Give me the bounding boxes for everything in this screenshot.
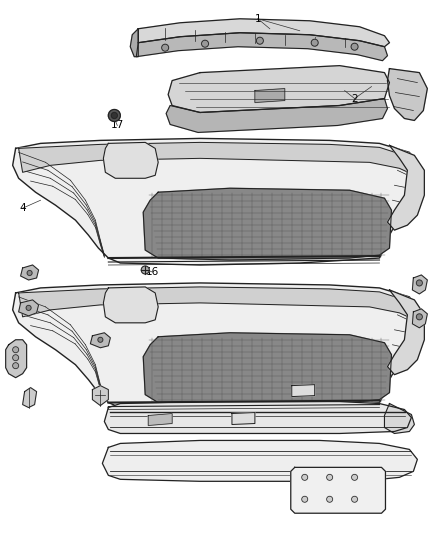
Polygon shape <box>291 467 385 513</box>
Text: 12: 12 <box>145 413 159 423</box>
Polygon shape <box>413 275 427 294</box>
Polygon shape <box>90 333 110 348</box>
Circle shape <box>417 314 422 320</box>
Circle shape <box>13 347 19 353</box>
Polygon shape <box>138 19 389 47</box>
Polygon shape <box>292 385 314 397</box>
Circle shape <box>13 355 19 361</box>
Polygon shape <box>136 33 388 61</box>
Text: 16: 16 <box>145 267 159 277</box>
Circle shape <box>311 39 318 46</box>
Polygon shape <box>143 333 392 405</box>
Circle shape <box>327 474 332 480</box>
Polygon shape <box>166 99 388 132</box>
Circle shape <box>417 280 422 286</box>
Circle shape <box>256 37 263 44</box>
Polygon shape <box>148 414 172 425</box>
Text: 10: 10 <box>24 394 37 405</box>
Circle shape <box>302 474 308 480</box>
Text: 1: 1 <box>254 14 261 24</box>
Polygon shape <box>23 387 37 408</box>
Text: 15: 15 <box>24 267 37 277</box>
Text: 7: 7 <box>189 472 195 482</box>
Polygon shape <box>130 29 138 56</box>
Text: 5: 5 <box>418 313 425 323</box>
Circle shape <box>13 362 19 369</box>
Polygon shape <box>388 146 424 230</box>
Circle shape <box>98 337 103 342</box>
Circle shape <box>352 474 357 480</box>
Text: 11: 11 <box>94 393 107 402</box>
Circle shape <box>201 40 208 47</box>
Polygon shape <box>388 69 427 120</box>
Text: 17: 17 <box>111 120 124 131</box>
Circle shape <box>27 270 32 276</box>
Circle shape <box>351 43 358 50</box>
Polygon shape <box>92 385 108 406</box>
Circle shape <box>162 44 169 51</box>
Polygon shape <box>21 265 39 280</box>
Polygon shape <box>103 287 158 323</box>
Polygon shape <box>6 340 27 378</box>
Circle shape <box>327 496 332 502</box>
Polygon shape <box>385 403 414 433</box>
Text: 3: 3 <box>418 277 425 287</box>
Polygon shape <box>19 300 39 316</box>
Polygon shape <box>168 66 389 112</box>
Text: 14: 14 <box>24 303 37 313</box>
Text: 13: 13 <box>94 335 107 345</box>
Polygon shape <box>102 440 417 481</box>
Text: 6: 6 <box>301 383 308 393</box>
Polygon shape <box>19 287 419 320</box>
Polygon shape <box>413 309 427 328</box>
Text: 9: 9 <box>244 413 251 423</box>
Circle shape <box>302 496 308 502</box>
Polygon shape <box>388 290 424 375</box>
Circle shape <box>141 266 149 274</box>
Polygon shape <box>13 139 424 265</box>
Polygon shape <box>104 401 411 433</box>
Polygon shape <box>103 142 158 178</box>
Circle shape <box>26 305 31 310</box>
Polygon shape <box>19 142 419 175</box>
Polygon shape <box>255 88 285 102</box>
Text: 4: 4 <box>19 203 26 213</box>
Polygon shape <box>13 283 424 409</box>
Polygon shape <box>143 188 392 260</box>
Circle shape <box>111 112 117 118</box>
Text: 2: 2 <box>351 93 358 103</box>
Text: 8: 8 <box>371 474 378 484</box>
Circle shape <box>108 109 120 122</box>
Circle shape <box>352 496 357 502</box>
Polygon shape <box>232 413 255 424</box>
